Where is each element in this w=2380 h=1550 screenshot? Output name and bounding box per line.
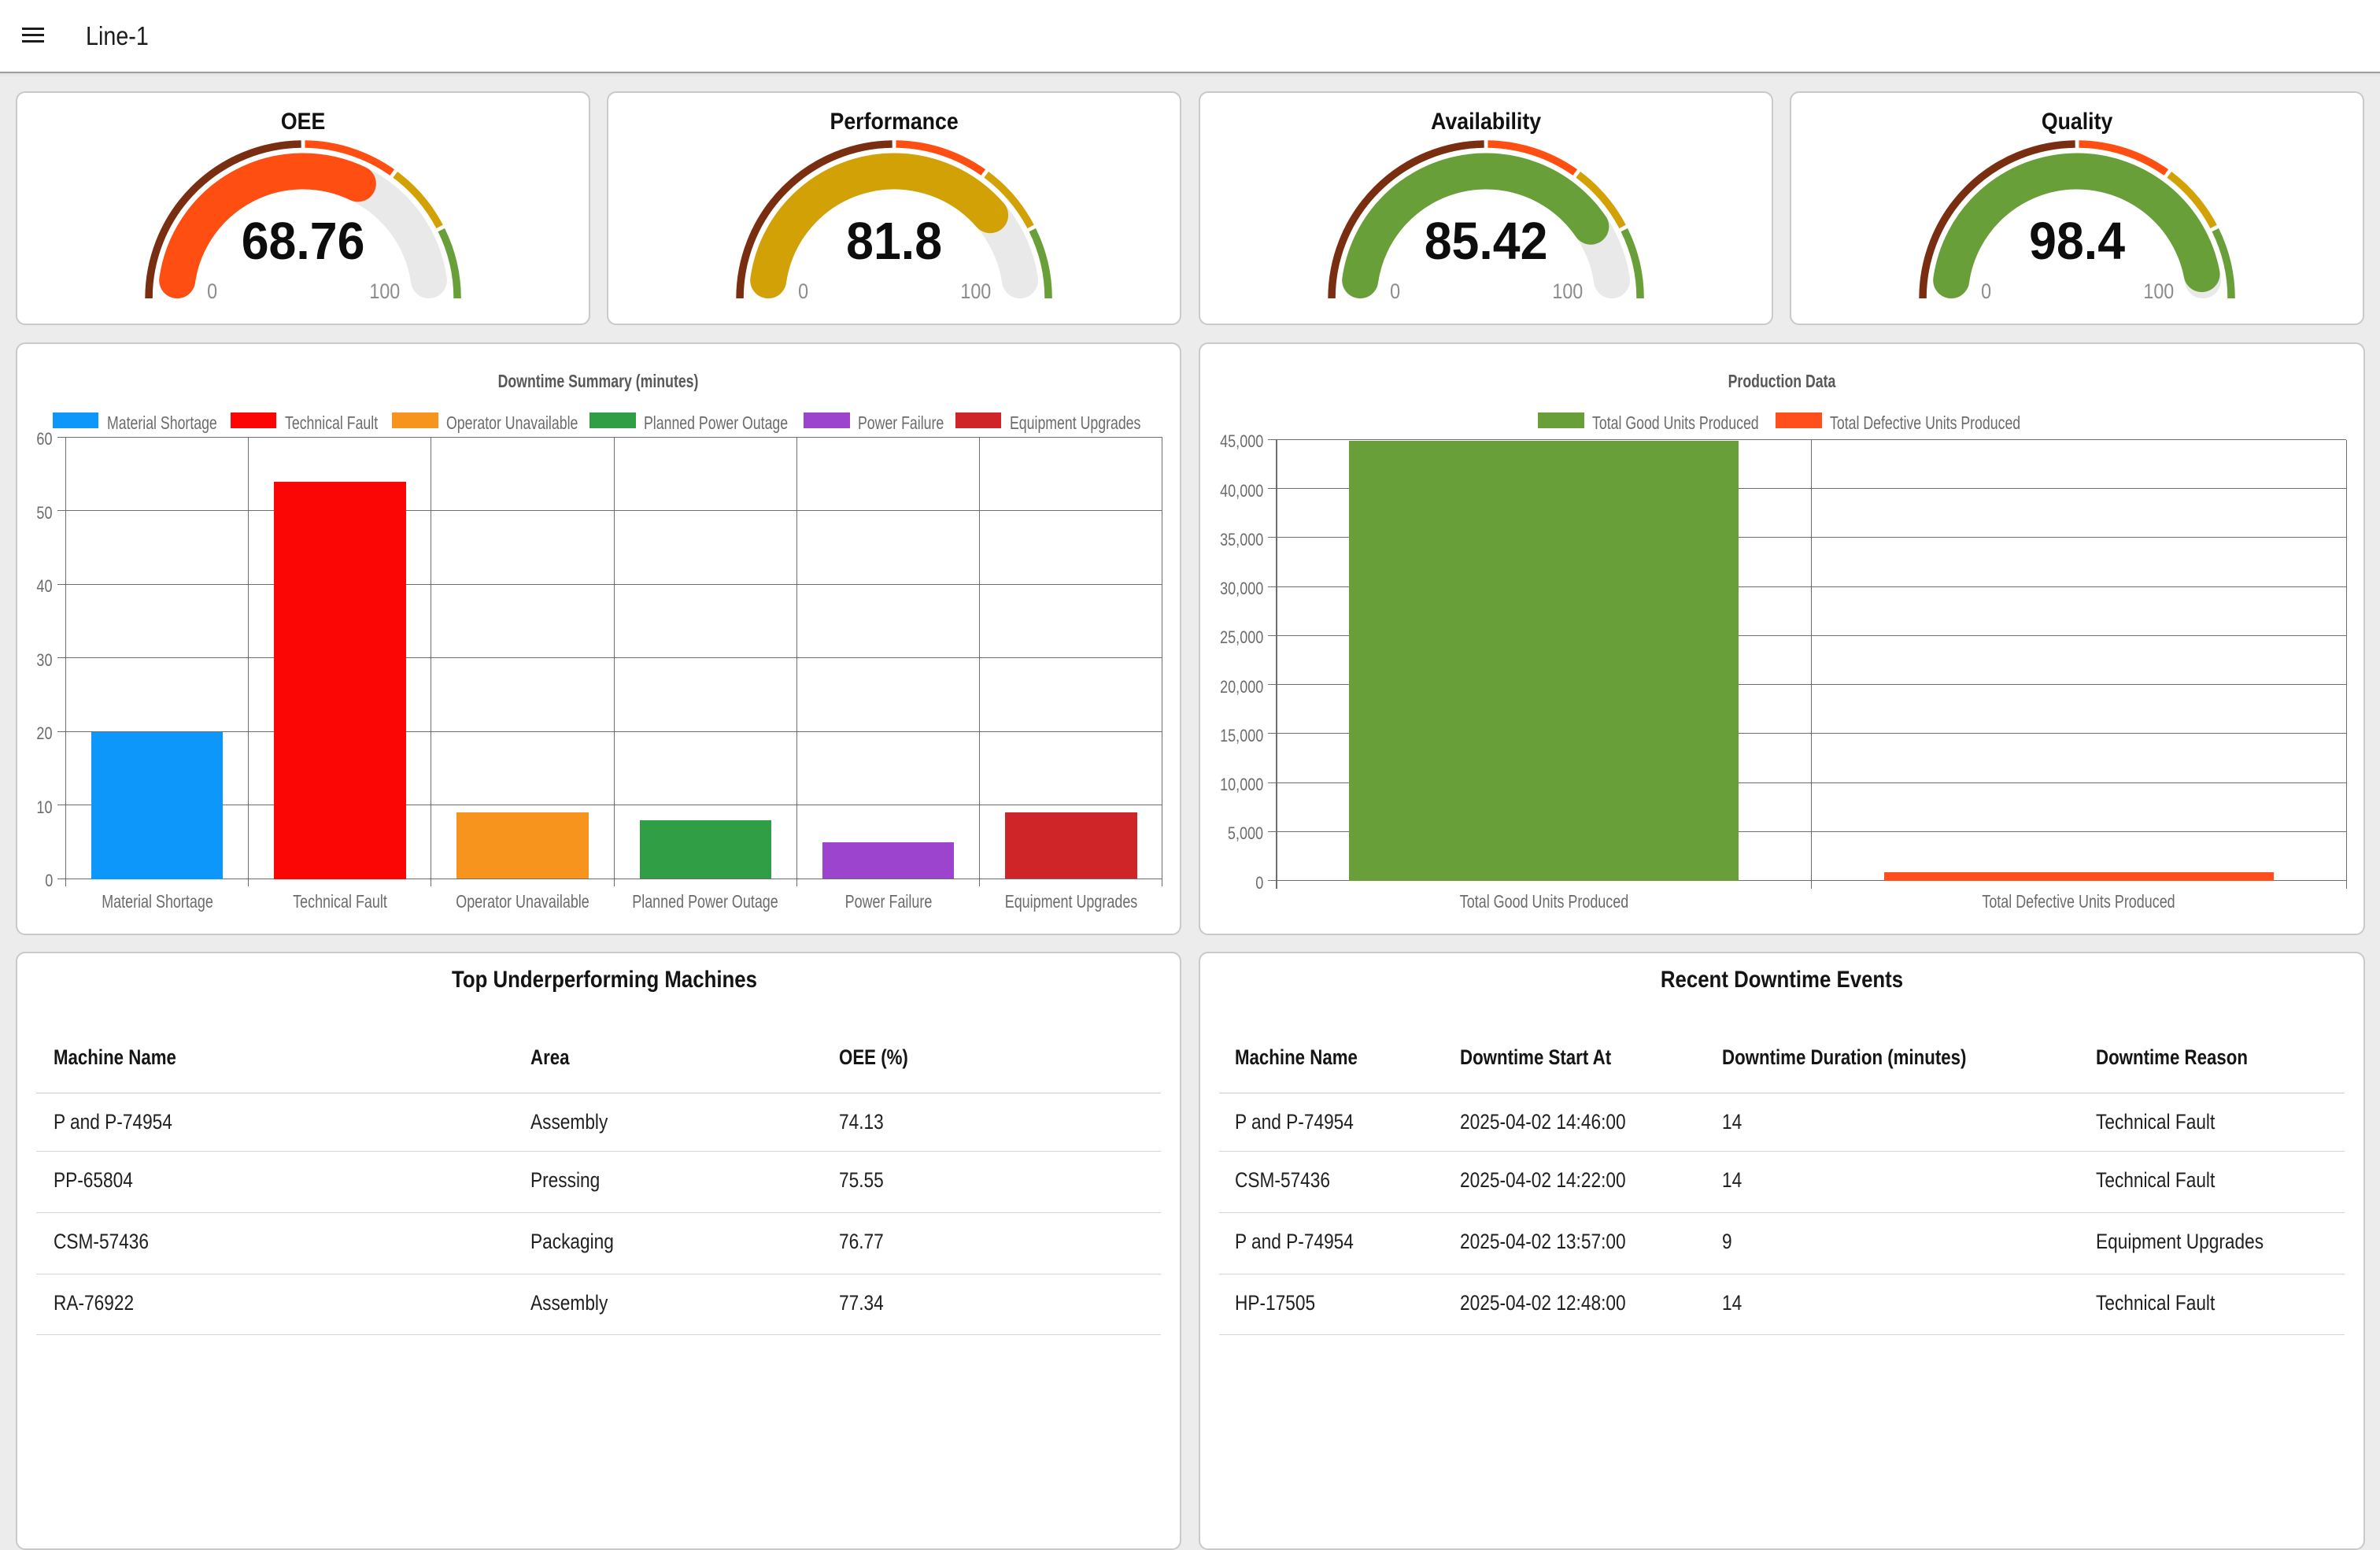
svg-text:0: 0 [1981, 280, 1991, 304]
svg-text:68.76: 68.76 [241, 211, 364, 270]
svg-text:98.4: 98.4 [2030, 211, 2126, 270]
svg-text:100: 100 [960, 280, 991, 304]
svg-text:100: 100 [1552, 280, 1583, 304]
svg-text:0: 0 [1390, 280, 1400, 304]
svg-text:Availability: Availability [1431, 108, 1541, 135]
svg-text:100: 100 [369, 280, 400, 304]
svg-text:100: 100 [2144, 280, 2175, 304]
svg-text:OEE: OEE [280, 108, 324, 135]
svg-text:0: 0 [207, 280, 217, 304]
svg-text:0: 0 [798, 280, 808, 304]
svg-text:Performance: Performance [830, 108, 959, 135]
svg-text:Quality: Quality [2042, 108, 2113, 135]
svg-text:85.42: 85.42 [1424, 211, 1547, 270]
svg-text:81.8: 81.8 [846, 211, 942, 270]
